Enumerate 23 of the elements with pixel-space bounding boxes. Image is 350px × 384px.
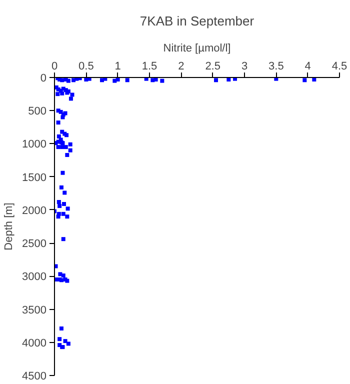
y-tick-label: 1000	[22, 138, 47, 151]
y-tick-label: 0	[40, 72, 47, 84]
x-tick-label: 3	[241, 60, 248, 72]
y-tick-label: 3500	[22, 304, 47, 316]
x-tick-label: 2	[178, 60, 184, 72]
x-tick-label: 3.5	[268, 60, 284, 72]
y-tick-label: 2000	[22, 204, 47, 217]
x-tick-label: 4.5	[332, 60, 348, 72]
x-axis-title: Nitrite [µmol/l]	[163, 42, 231, 54]
x-tick-label: 4	[304, 60, 311, 72]
x-tick-label: 1.5	[142, 60, 158, 72]
x-tick-label: 2.5	[205, 60, 220, 72]
y-tick-label: 2500	[22, 238, 47, 250]
x-tick-label: 0.5	[78, 60, 94, 72]
x-tick-label: 1	[114, 60, 121, 72]
y-axis-title: Depth [m]	[3, 202, 16, 250]
y-tick-label: 500	[28, 106, 47, 118]
y-tick-label: 4500	[22, 370, 47, 382]
x-tick-label: 0	[51, 60, 58, 72]
y-tick-label: 3000	[22, 271, 47, 284]
chart-title: 7KAB in September	[140, 14, 255, 28]
y-tick-label: 1500	[22, 172, 47, 184]
y-tick-label: 4000	[22, 337, 47, 350]
